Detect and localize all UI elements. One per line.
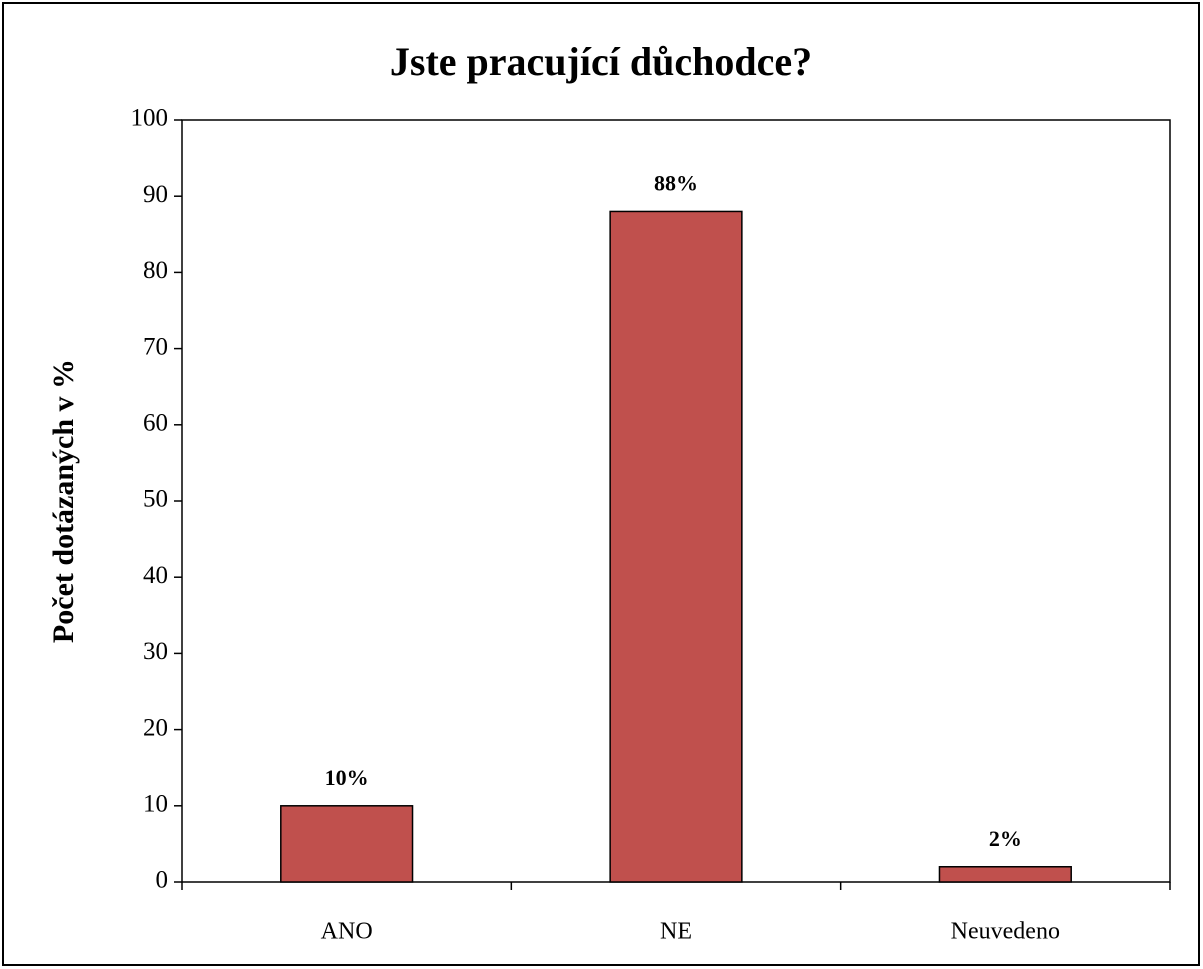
y-tick-label: 30 [143,638,168,665]
y-tick-label: 0 [156,867,169,894]
x-tick-label: NE [660,919,692,945]
y-tick-label: 10 [143,791,168,818]
bar [938,866,1072,883]
y-tick-label: 50 [143,486,168,513]
x-tick-label: Neuvedeno [951,919,1060,945]
value-label: 88% [654,170,698,195]
y-tick-label: 70 [143,333,168,360]
chart-title: Jste pracující důchodce? [390,39,812,84]
value-label: 10% [325,765,369,790]
y-tick-label: 90 [143,181,168,208]
y-tick-label: 60 [143,410,168,437]
bar [280,805,414,883]
bar [609,210,743,883]
x-tick-label: ANO [321,919,373,945]
y-axis-label: Počet dotázaných v % [47,359,80,643]
y-tick-label: 40 [143,562,168,589]
value-label: 2% [989,826,1022,851]
y-tick-label: 20 [143,714,168,741]
y-tick-label: 100 [131,105,169,132]
y-tick-label: 80 [143,257,168,284]
